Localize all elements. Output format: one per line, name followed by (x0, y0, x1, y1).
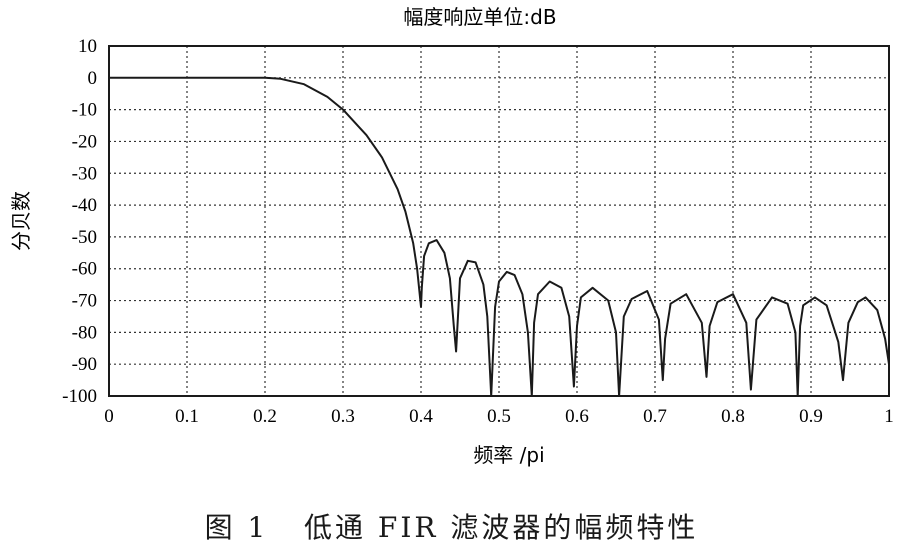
y-tick-label: 0 (88, 68, 98, 89)
y-tick-label: 10 (78, 36, 97, 57)
x-tick-label: 0.6 (565, 406, 589, 427)
y-tick-label: -70 (72, 291, 97, 312)
chart-title: 幅度响应单位:dB (403, 5, 556, 29)
x-tick-label: 0.5 (487, 406, 511, 427)
figure-caption: 图 1 低通 FIR 滤波器的幅频特性 (204, 511, 699, 544)
x-tick-label: 0.8 (721, 406, 745, 427)
x-tick-label: 0.7 (643, 406, 667, 427)
y-axis-ticks: 10 0 -10 -20 -30 -40 -50 -60 -70 -80 -90 -100 (62, 36, 97, 407)
x-axis-ticks: 0 0.1 0.2 0.3 0.4 0.5 0.6 0.7 0.8 0.9 1 (104, 406, 894, 427)
y-tick-label: -10 (72, 100, 97, 121)
x-tick-label: 0.3 (331, 406, 355, 427)
series-line (109, 76, 890, 397)
x-tick-label: 1 (884, 406, 894, 427)
plot-frame (108, 45, 890, 397)
grid-lines (109, 46, 889, 396)
response-curve (109, 76, 890, 397)
x-tick-label: 0.2 (253, 406, 277, 427)
y-tick-label: -20 (72, 131, 97, 152)
y-tick-label: -30 (72, 163, 97, 184)
x-tick-label: 0.4 (409, 406, 433, 427)
y-tick-label: -40 (72, 195, 97, 216)
y-axis-label: 分贝数 (9, 191, 33, 251)
x-tick-label: 0 (104, 406, 114, 427)
y-tick-label: -60 (72, 259, 97, 280)
y-tick-label: -50 (72, 227, 97, 248)
x-tick-label: 0.1 (175, 406, 199, 427)
y-tick-label: -90 (72, 354, 97, 375)
y-tick-label: -80 (72, 322, 97, 343)
x-axis-label: 频率 /pi (473, 443, 544, 467)
y-tick-label: -100 (62, 386, 97, 407)
x-tick-label: 0.9 (799, 406, 823, 427)
